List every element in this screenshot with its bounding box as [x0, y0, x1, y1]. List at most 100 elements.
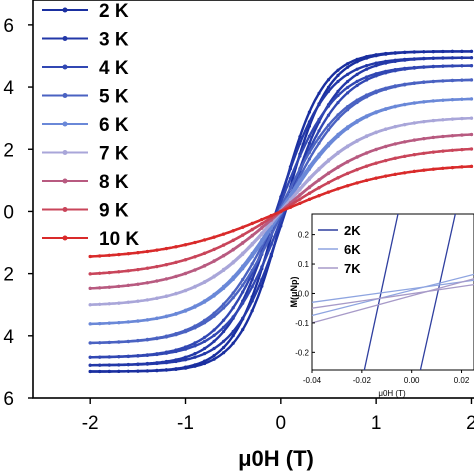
- series-marker: [183, 330, 188, 334]
- series-marker: [136, 369, 140, 373]
- series-marker: [393, 172, 397, 176]
- series-marker: [164, 294, 168, 298]
- series-marker: [469, 56, 474, 60]
- series-marker: [326, 85, 331, 89]
- series-marker: [346, 91, 350, 95]
- series-marker: [250, 285, 254, 289]
- series-marker: [183, 309, 188, 313]
- series-marker: [336, 113, 340, 117]
- series-marker: [98, 254, 102, 258]
- series-marker: [336, 101, 340, 105]
- series-marker: [346, 85, 350, 90]
- series-marker: [422, 100, 426, 104]
- series-marker: [403, 83, 407, 87]
- series-marker: [145, 338, 149, 342]
- series-marker: [212, 259, 216, 263]
- y-tick-label: 2: [3, 140, 14, 161]
- series-marker: [307, 197, 311, 201]
- series-marker: [298, 201, 302, 205]
- series-marker: [98, 363, 102, 367]
- x-tick-label: -2: [82, 413, 99, 434]
- series-marker: [317, 141, 321, 145]
- series-marker: [145, 298, 149, 302]
- series-marker: [155, 369, 159, 373]
- series-marker: [164, 335, 168, 339]
- series-marker: [126, 320, 130, 324]
- series-marker: [393, 85, 397, 89]
- inset-y-tick-label: 0.2: [298, 231, 310, 240]
- inset-series-line: [363, 213, 399, 371]
- series-marker: [241, 252, 245, 256]
- series-marker: [412, 138, 416, 142]
- series-marker: [384, 52, 388, 56]
- series-marker: [126, 369, 130, 373]
- series-marker: [384, 107, 388, 111]
- series-marker: [164, 368, 168, 372]
- series-marker: [231, 248, 235, 252]
- series-marker: [412, 101, 416, 105]
- series-marker: [231, 315, 235, 319]
- series-marker: [460, 117, 464, 121]
- series-marker: [298, 181, 302, 185]
- series-marker: [250, 221, 254, 226]
- series-marker: [317, 117, 321, 122]
- series-marker: [98, 369, 102, 374]
- series-marker: [365, 67, 369, 71]
- inset-chart: -0.04 -0.02 0.00 0.02 0.2 0.1 0.0 -0.1 -0.2 2K 6K…: [289, 213, 474, 398]
- legend-swatch-marker: [62, 235, 68, 241]
- series-marker: [374, 131, 378, 135]
- x-tick-label: 0: [276, 413, 287, 434]
- series-marker: [174, 292, 178, 296]
- series-marker: [117, 369, 121, 373]
- series-marker: [469, 164, 474, 168]
- series-marker: [317, 129, 321, 133]
- series-marker: [460, 64, 464, 68]
- series-marker: [384, 174, 388, 178]
- series-marker: [384, 145, 388, 149]
- series-marker: [117, 321, 121, 325]
- legend-label: 9 K: [99, 201, 129, 222]
- series-marker: [355, 100, 359, 105]
- series-marker: [403, 140, 407, 144]
- series-marker: [460, 133, 464, 137]
- series-marker: [450, 98, 454, 102]
- series-marker: [241, 225, 245, 229]
- series-marker: [212, 346, 216, 351]
- legend-swatch-marker: [62, 150, 68, 155]
- series-marker: [365, 95, 369, 99]
- series-marker: [317, 155, 321, 159]
- series-marker: [355, 181, 359, 185]
- series-marker: [393, 156, 397, 160]
- series-marker: [250, 255, 254, 259]
- series-marker: [412, 121, 416, 125]
- series-marker: [222, 339, 226, 343]
- series-marker: [241, 328, 245, 332]
- series-marker: [450, 49, 454, 54]
- series-marker: [222, 318, 226, 322]
- series-marker: [326, 123, 331, 127]
- series-marker: [384, 159, 388, 163]
- series-marker: [260, 284, 264, 288]
- series-marker: [241, 241, 245, 245]
- series-marker: [298, 167, 302, 171]
- series-marker: [374, 161, 378, 165]
- series-marker: [126, 354, 130, 359]
- series-marker: [393, 142, 397, 146]
- series-marker: [441, 166, 445, 170]
- series-marker: [107, 369, 111, 374]
- series-marker: [145, 362, 149, 366]
- series-marker: [241, 301, 245, 305]
- series-marker: [155, 279, 159, 283]
- series-marker: [365, 64, 369, 68]
- series-marker: [269, 226, 273, 231]
- series-marker: [183, 358, 188, 362]
- series-marker: [460, 78, 464, 82]
- series-marker: [88, 254, 92, 259]
- series-marker: [212, 247, 216, 252]
- series-marker: [193, 240, 197, 245]
- series-marker: [212, 328, 216, 332]
- inset-y-tick-label: 0.1: [298, 260, 310, 269]
- inset-legend-label: 6K: [344, 242, 361, 257]
- series-marker: [450, 134, 454, 138]
- inset-series-line: [311, 279, 474, 303]
